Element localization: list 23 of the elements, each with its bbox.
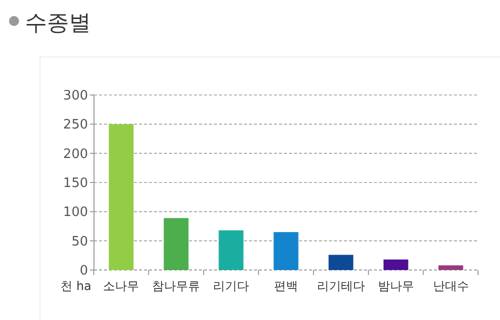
y-tick-label: 100 (63, 205, 88, 220)
bar (108, 124, 134, 270)
chart-title: 수종별 (25, 11, 91, 36)
x-tick-label: 밤나무 (378, 279, 414, 293)
x-tick-label: 편백 (274, 279, 298, 293)
x-tick-label: 소나무 (103, 279, 140, 293)
y-tick-label: 200 (63, 146, 88, 162)
y-tick-label: 150 (63, 176, 88, 192)
bar (438, 265, 464, 270)
bar (218, 230, 244, 270)
x-tick-label: 참나무류 (152, 279, 200, 293)
y-axis-title: 천 ha (60, 279, 92, 293)
bar (164, 218, 188, 270)
x-tick-label: 난대수 (432, 279, 469, 293)
bar (384, 260, 408, 270)
y-tick-label: 300 (63, 88, 88, 104)
x-tick-label: 리기테다 (316, 279, 365, 293)
x-tick-label: 리기다 (213, 279, 250, 293)
y-tick-label: 50 (71, 234, 88, 250)
bar (328, 254, 354, 270)
y-tick-label: 0 (80, 264, 88, 279)
y-tick-label: 250 (63, 118, 88, 133)
bar (274, 232, 298, 270)
